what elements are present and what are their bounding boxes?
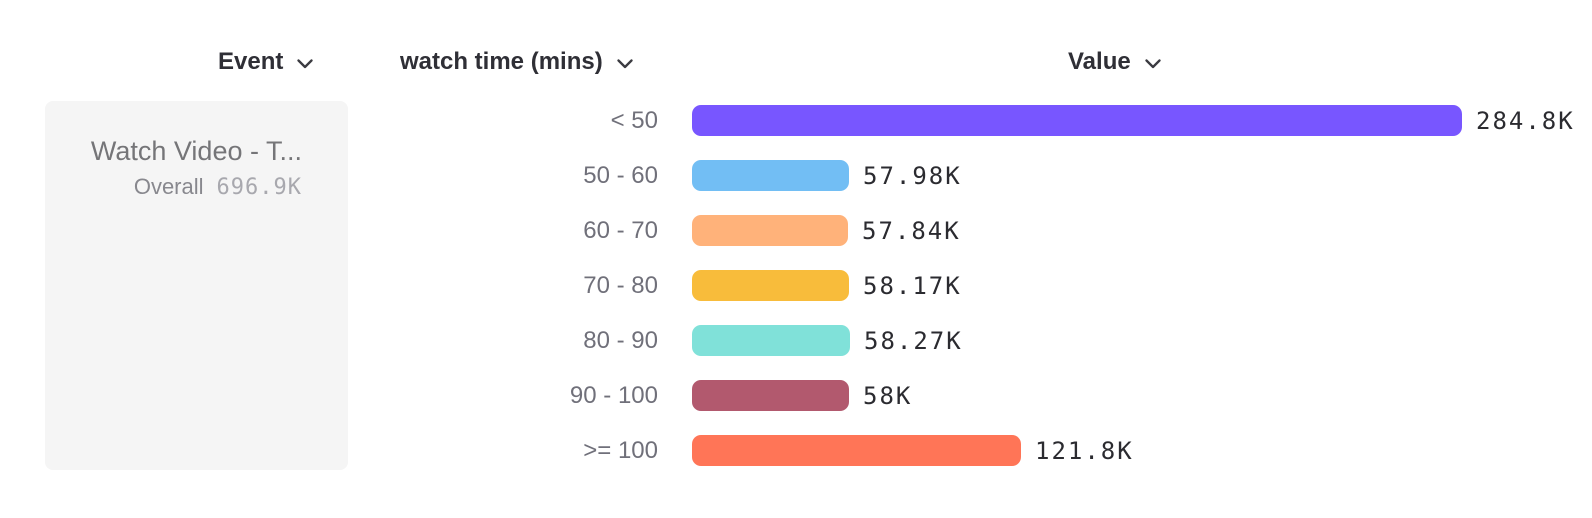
chevron-down-icon xyxy=(1145,58,1161,69)
bucket-label: 70 - 80 xyxy=(583,271,658,299)
value-bar[interactable] xyxy=(692,380,849,411)
event-column-label: Event xyxy=(218,48,284,75)
bucket-label: 50 - 60 xyxy=(583,161,658,189)
breakdown-column-label: watch time (mins) xyxy=(400,48,603,75)
chart-row: 90 - 100 58K xyxy=(0,368,1592,423)
value-label: 58.17K xyxy=(863,271,962,300)
value-bar[interactable] xyxy=(692,105,1462,136)
bucket-label: >= 100 xyxy=(583,436,658,464)
bucket-label: < 50 xyxy=(610,106,658,134)
value-column-dropdown[interactable]: Value xyxy=(1068,48,1161,76)
overall-label: Overall xyxy=(133,174,204,199)
chart-row: 50 - 60 57.98K xyxy=(0,148,1592,203)
value-label: 284.8K xyxy=(1476,106,1575,135)
bucket-label: 90 - 100 xyxy=(569,381,658,409)
value-label: 57.98K xyxy=(863,161,962,190)
value-column-label: Value xyxy=(1068,48,1131,75)
bucket-label: 80 - 90 xyxy=(583,326,658,354)
chevron-down-icon xyxy=(297,58,314,69)
bucket-label: 60 - 70 xyxy=(583,216,658,244)
bar-chart-rows: < 50 284.8K 50 - 60 57.98K 60 - 70 57.84K 70 -… xyxy=(0,93,1592,478)
chart-row: >= 100 121.8K xyxy=(0,423,1592,478)
chart-row: 60 - 70 57.84K xyxy=(0,203,1592,258)
value-bar[interactable] xyxy=(692,160,849,191)
event-column-dropdown[interactable]: Event xyxy=(218,48,314,76)
value-bar[interactable] xyxy=(692,435,1021,466)
event-panel[interactable]: Watch Video - T... Overall 696.9K xyxy=(45,101,348,470)
breakdown-column-dropdown[interactable]: watch time (mins) xyxy=(400,48,633,76)
event-name: Watch Video - T... xyxy=(90,136,302,166)
value-label: 58K xyxy=(863,381,913,410)
value-bar[interactable] xyxy=(692,215,848,246)
chart-row: < 50 284.8K xyxy=(0,93,1592,148)
event-overall-row: Overall 696.9K xyxy=(45,174,302,201)
value-bar[interactable] xyxy=(692,325,850,356)
chevron-down-icon xyxy=(617,58,633,69)
value-bar[interactable] xyxy=(692,270,849,301)
value-label: 121.8K xyxy=(1035,436,1134,465)
overall-value: 696.9K xyxy=(216,175,302,200)
value-label: 58.27K xyxy=(864,326,963,355)
chart-row: 70 - 80 58.17K xyxy=(0,258,1592,313)
value-label: 57.84K xyxy=(862,216,961,245)
chart-row: 80 - 90 58.27K xyxy=(0,313,1592,368)
